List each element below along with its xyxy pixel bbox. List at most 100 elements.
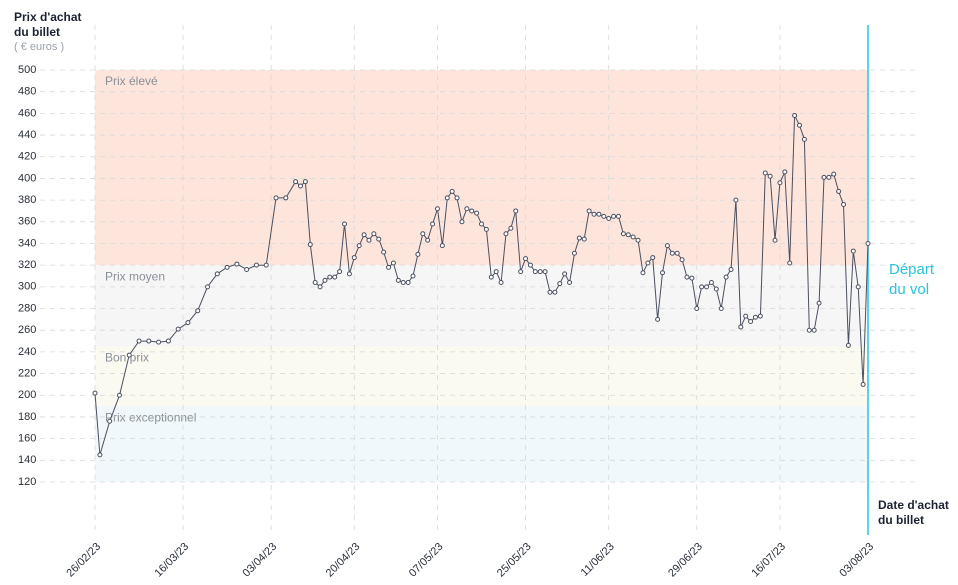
price-point — [386, 264, 392, 270]
price-point — [342, 221, 348, 227]
price-point — [865, 240, 871, 246]
price-point — [689, 275, 695, 281]
price-band — [95, 265, 868, 347]
price-point — [713, 286, 719, 292]
y-tick-label: 400 — [18, 172, 36, 184]
price-point — [415, 251, 421, 257]
price-point — [733, 197, 739, 203]
price-point — [366, 237, 372, 243]
price-point — [660, 270, 666, 276]
price-point — [283, 195, 289, 201]
price-point — [704, 284, 710, 290]
price-point — [425, 237, 431, 243]
y-tick-label: 320 — [18, 259, 36, 271]
price-point — [297, 183, 303, 189]
price-point — [718, 306, 724, 312]
price-point — [650, 255, 656, 261]
price-point — [743, 313, 749, 319]
y-tick-label: 140 — [18, 454, 36, 466]
price-point — [801, 136, 807, 142]
price-point — [361, 232, 367, 238]
price-point — [92, 390, 98, 396]
price-point — [293, 179, 299, 185]
price-point — [356, 243, 362, 249]
price-point — [860, 381, 866, 387]
y-tick-label: 180 — [18, 411, 36, 423]
price-point — [850, 248, 856, 254]
price-point — [723, 274, 729, 280]
price-point — [165, 338, 171, 344]
price-point — [762, 170, 768, 176]
y-tick-label: 160 — [18, 433, 36, 445]
price-point — [772, 237, 778, 243]
price-point — [488, 274, 494, 280]
price-point — [645, 260, 651, 266]
price-point — [752, 314, 758, 320]
departure-label: Départ — [889, 261, 935, 278]
x-axis-title: Date d'achat — [878, 498, 949, 512]
price-point — [273, 195, 279, 201]
price-point — [253, 262, 259, 268]
price-point — [449, 188, 455, 194]
price-point — [469, 208, 475, 214]
price-point — [136, 338, 142, 344]
price-point — [244, 266, 250, 272]
price-point — [635, 237, 641, 243]
price-point — [126, 352, 132, 358]
price-point — [552, 289, 558, 295]
price-point — [175, 326, 181, 332]
price-point — [459, 219, 465, 225]
price-point — [738, 324, 744, 330]
price-point — [630, 234, 636, 240]
price-point — [381, 249, 387, 255]
y-axis-title: Prix d'achat — [14, 10, 82, 24]
band-label: Bon prix — [105, 351, 149, 365]
price-point — [537, 269, 543, 275]
price-band — [95, 346, 868, 407]
price-point — [601, 213, 607, 219]
price-point — [518, 269, 524, 275]
price-point — [684, 274, 690, 280]
price-point — [748, 319, 754, 325]
price-point — [434, 206, 440, 212]
y-tick-label: 240 — [18, 346, 36, 358]
price-point — [312, 280, 318, 286]
price-point — [811, 327, 817, 333]
price-point — [855, 284, 861, 290]
price-point — [581, 236, 587, 242]
x-tick-label: 03/08/23 — [837, 541, 876, 580]
price-point — [571, 250, 577, 256]
x-tick-label: 20/04/23 — [324, 541, 363, 580]
price-point — [439, 243, 445, 249]
price-point — [430, 221, 436, 227]
price-point — [708, 280, 714, 286]
price-point — [493, 269, 499, 275]
price-point — [479, 221, 484, 227]
price-point — [606, 216, 612, 222]
band-label: Prix élevé — [105, 74, 158, 88]
price-point — [503, 231, 509, 237]
price-point — [302, 179, 308, 185]
price-point — [498, 280, 504, 286]
y-tick-label: 280 — [18, 302, 36, 314]
price-point — [371, 231, 377, 237]
price-band — [95, 70, 868, 266]
y-tick-label: 440 — [18, 129, 36, 141]
price-point — [307, 242, 313, 248]
price-point — [185, 320, 191, 326]
price-point — [116, 392, 122, 398]
price-point — [841, 201, 847, 207]
price-point — [591, 211, 597, 217]
x-tick-label: 11/06/23 — [579, 541, 617, 579]
price-point — [400, 280, 406, 286]
price-point — [615, 213, 621, 219]
price-point — [586, 208, 592, 214]
price-point — [831, 171, 837, 177]
price-point — [454, 195, 460, 201]
price-point — [557, 281, 563, 287]
x-tick-label: 16/07/23 — [749, 541, 788, 580]
x-tick-label: 26/02/23 — [64, 541, 103, 580]
price-point — [767, 173, 773, 179]
y-tick-label: 480 — [18, 86, 36, 98]
